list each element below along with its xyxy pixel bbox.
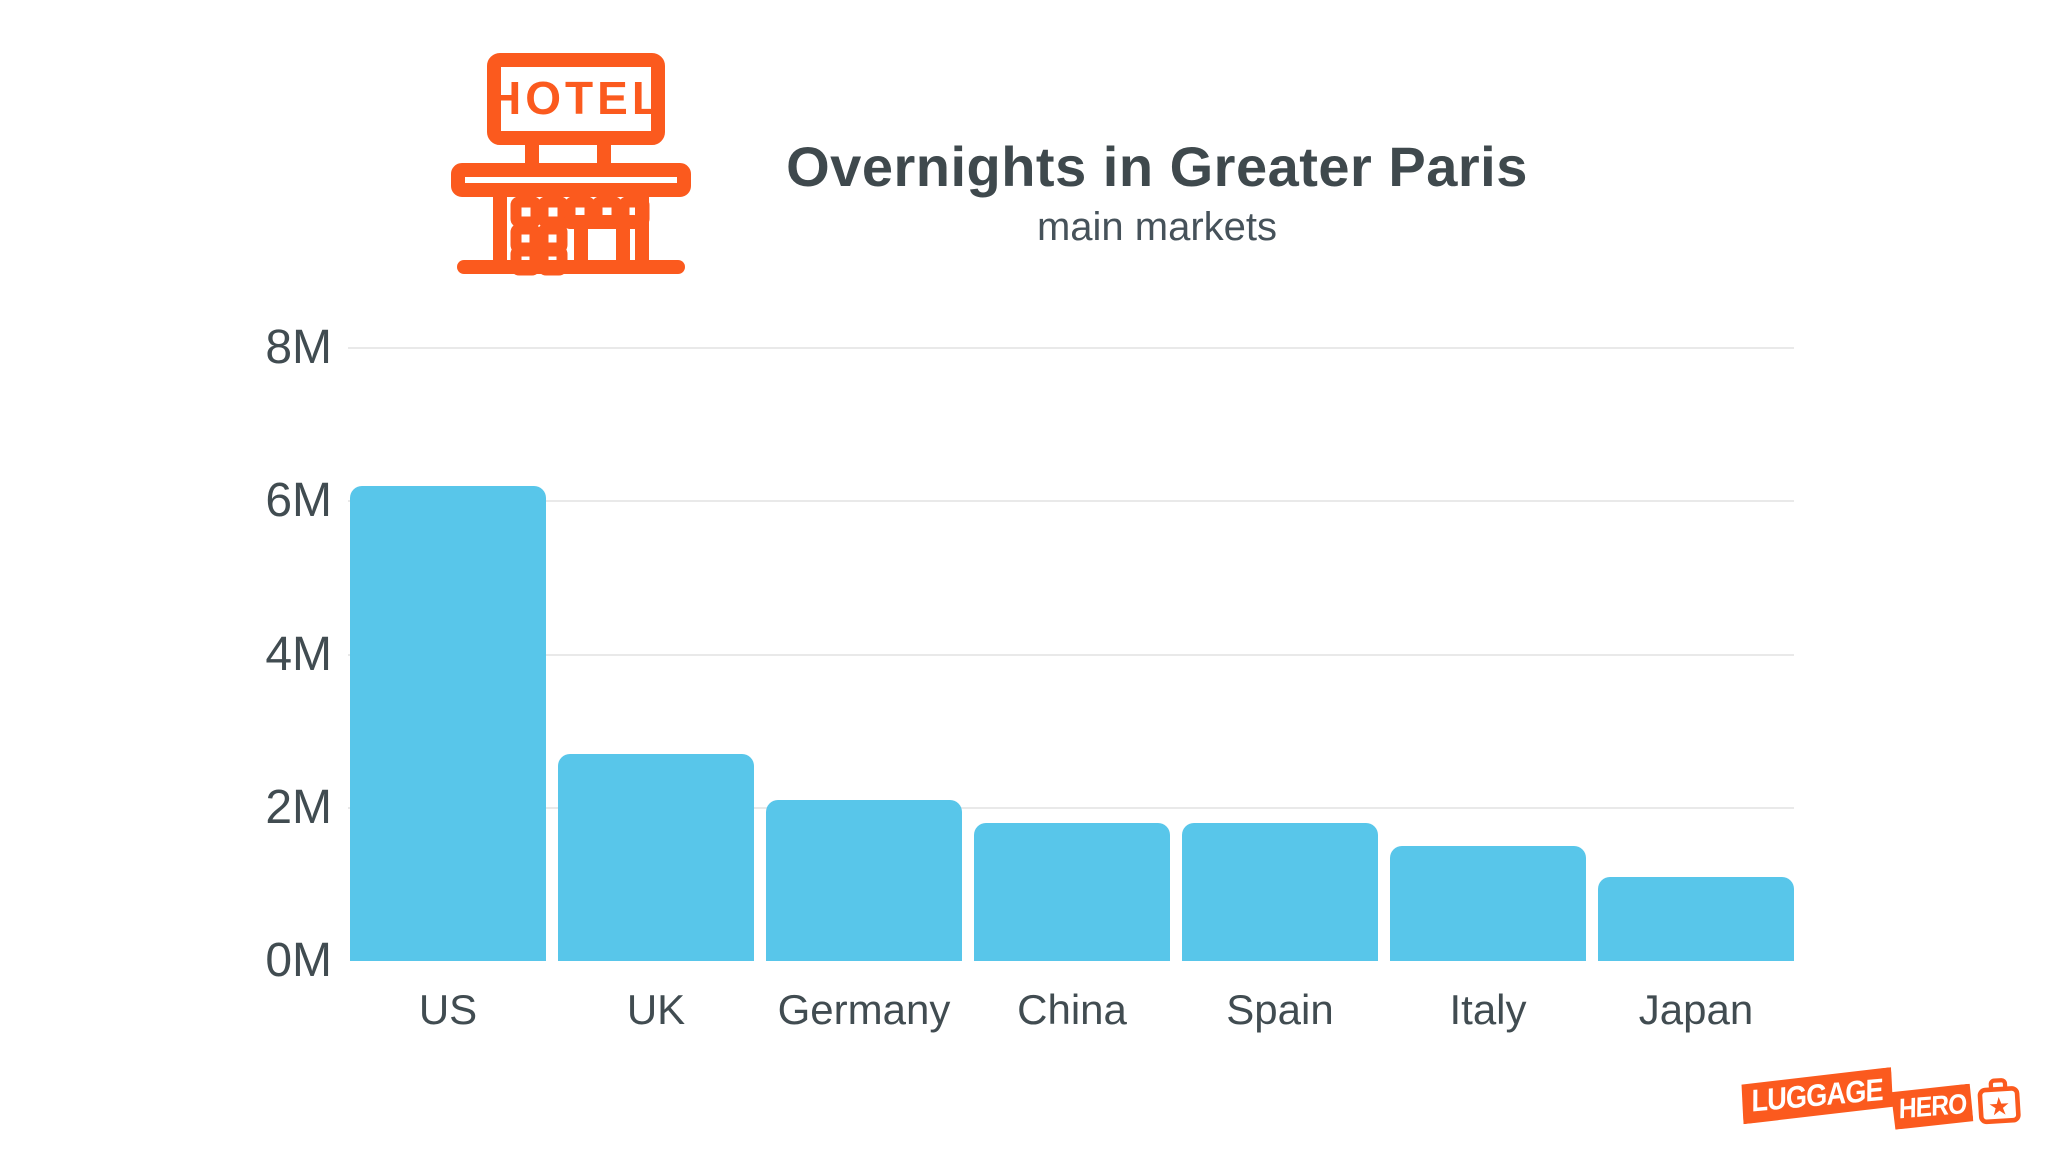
x-axis-label-uk: UK	[626, 986, 686, 1033]
brand-name-first: LUGGAGE	[1751, 1071, 1883, 1119]
y-axis-label: 4M	[265, 627, 332, 681]
gridline-4M	[348, 653, 1794, 656]
x-axis-label-germany: Germany	[777, 986, 951, 1033]
gridline-2M	[348, 806, 1794, 809]
bar-china	[974, 823, 1170, 961]
x-axis-label-us: US	[418, 986, 478, 1033]
bar-germany	[766, 800, 962, 961]
hotel-icon: HOTEL	[451, 53, 691, 276]
x-axis-label-spain: Spain	[1226, 986, 1334, 1033]
brand-badge-hero: HERO	[1891, 1084, 1974, 1130]
chart-subtitle: main markets	[1036, 205, 1278, 249]
suitcase-star-icon: ★	[1977, 1078, 2021, 1125]
gridline-8M	[348, 347, 1794, 349]
x-axis-label-italy: Italy	[1449, 986, 1527, 1033]
hotel-sign-text: HOTEL	[488, 72, 664, 124]
y-axis-label: 2M	[265, 780, 332, 834]
bar-italy	[1390, 846, 1586, 961]
y-axis-label: 8M	[265, 321, 332, 374]
brand-badge-luggage: LUGGAGE	[1740, 1067, 1895, 1124]
plot-area	[348, 347, 1794, 961]
bar-uk	[558, 754, 754, 961]
x-axis-label-japan: Japan	[1638, 986, 1754, 1033]
brand-name-second: HERO	[1898, 1087, 1967, 1125]
x-axis-label-china: China	[1017, 986, 1127, 1033]
bar-japan	[1598, 877, 1794, 961]
brand-logo: LUGGAGE HERO ★	[1740, 1062, 2021, 1150]
bar-spain	[1182, 823, 1378, 961]
gridline-6M	[348, 500, 1794, 503]
chart-header: Overnights in Greater Paris main markets	[712, 138, 1602, 250]
chart-title: Overnights in Greater Paris	[786, 135, 1528, 198]
bar-us	[350, 486, 546, 961]
y-axis-label: 0M	[265, 934, 332, 987]
star-glyph: ★	[1987, 1091, 2011, 1121]
y-axis-label: 6M	[265, 474, 332, 528]
